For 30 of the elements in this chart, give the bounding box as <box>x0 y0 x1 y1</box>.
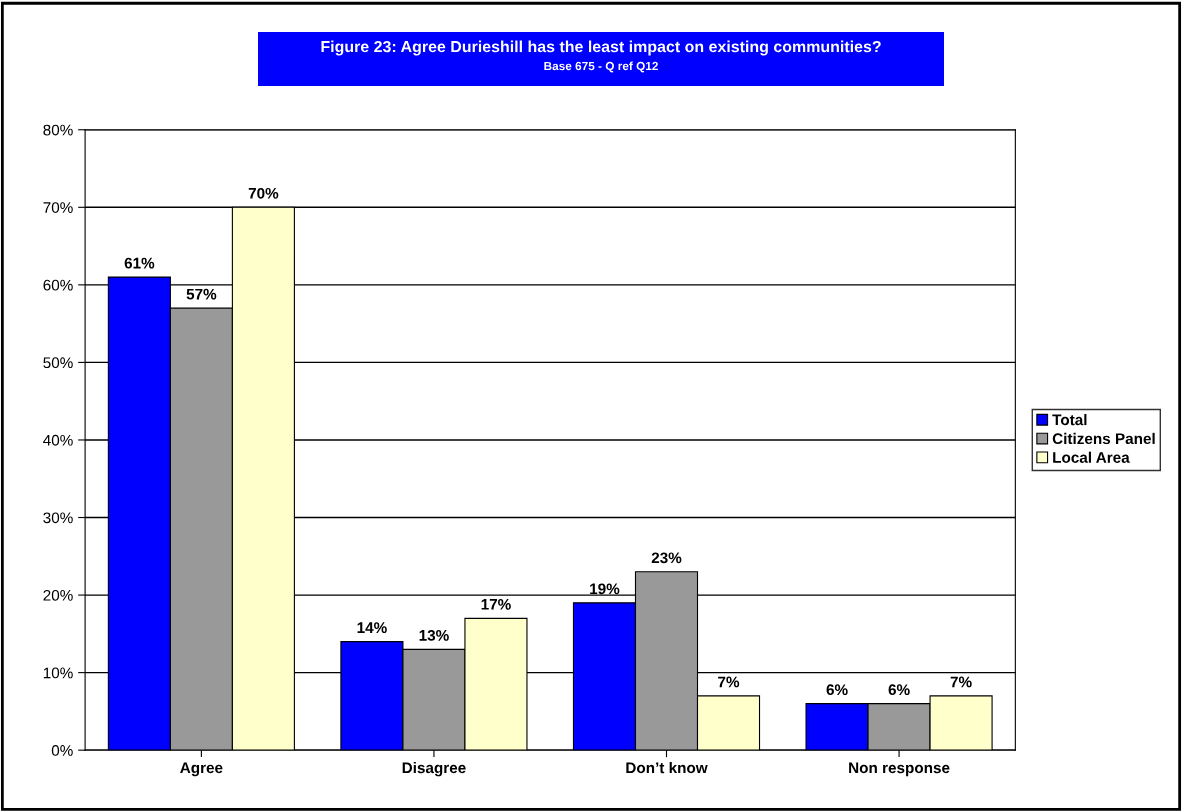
data-label: 17% <box>481 598 511 610</box>
data-label: 57% <box>186 288 217 300</box>
data-label: 23% <box>651 552 682 564</box>
y-tick-label: 20% <box>43 589 73 601</box>
y-tick-label: 10% <box>43 667 73 679</box>
data-label: 6% <box>888 684 910 696</box>
data-label: 13% <box>419 629 449 641</box>
x-tick-label: Don’t know <box>626 761 708 774</box>
y-tick-label: 80% <box>43 124 73 136</box>
x-tick-label: Disagree <box>402 761 466 777</box>
chart-title: Figure 23: Agree Durieshill has the least impact on existing communities? <box>321 40 881 56</box>
y-tick-label: 40% <box>43 434 73 446</box>
data-label: 6% <box>826 684 848 696</box>
data-label: 19% <box>590 583 620 595</box>
x-tick-label: Non response <box>849 762 950 777</box>
data-label: 61% <box>124 257 155 269</box>
legend-label: Local Area <box>1053 451 1130 463</box>
data-label: 14% <box>357 622 387 633</box>
data-label: 7% <box>718 676 740 688</box>
y-tick-label: 30% <box>43 512 73 524</box>
data-label: 7% <box>950 676 972 688</box>
chart-subtitle: Base 675 - Q ref Q12 <box>544 61 658 73</box>
y-tick-label: 70% <box>43 202 73 213</box>
y-tick-label: 60% <box>43 279 73 291</box>
y-tick-label: 0% <box>51 745 73 756</box>
legend-label: Total <box>1052 414 1087 426</box>
legend-label: Citizens Panel <box>1052 432 1155 445</box>
y-tick-label: 50% <box>43 357 73 369</box>
data-label: 70% <box>248 187 279 199</box>
x-tick-label: Agree <box>180 762 223 777</box>
